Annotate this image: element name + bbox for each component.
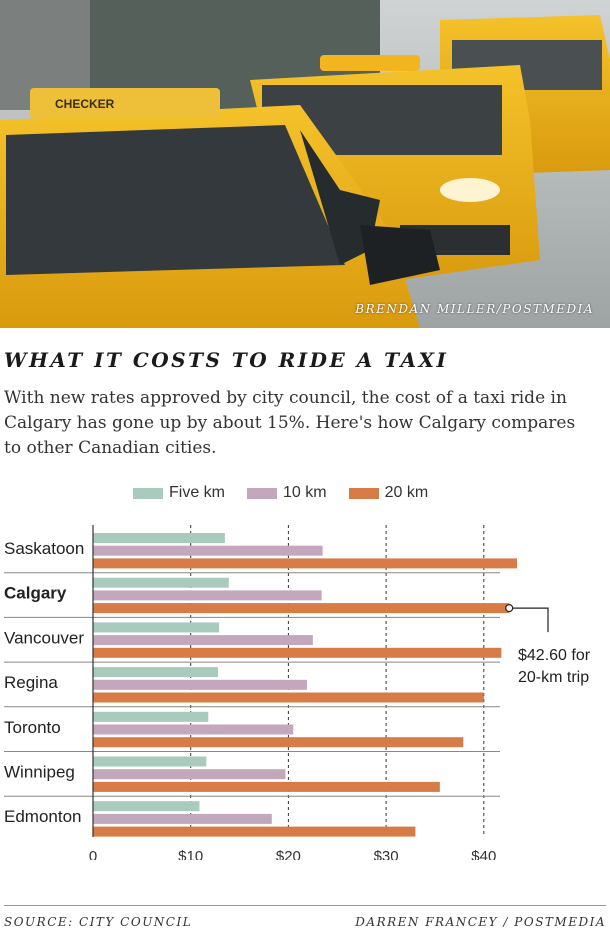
legend-label-five-km: Five km [169,484,225,501]
bar-winnipeg-five-km [93,756,207,767]
x-tick-label: $40 [471,848,496,860]
annotation-text-line1: $42.60 for [518,647,591,664]
bar-vancouver-five-km [93,622,220,633]
annotation-leader-line [509,607,549,633]
bar-regina-20-km [93,692,484,703]
bar-saskatoon-10-km [93,545,323,556]
legend-item-ten-km: 10 km [247,484,327,502]
bar-regina-five-km [93,667,219,678]
legend-swatch-twenty-km [348,487,379,499]
x-tick-label: $30 [374,848,399,860]
legend-item-twenty-km: 20 km [348,484,429,502]
taxi-photo-illustration: CHECKER [0,0,610,328]
legend-swatch-five-km [133,487,163,499]
x-tick-label: 0 [89,848,97,860]
bar-saskatoon-20-km [93,558,518,569]
bar-edmonton-five-km [93,801,200,812]
taxi-sign-text: CHECKER [55,97,115,111]
bar-edmonton-10-km [93,813,272,824]
legend-label-ten-km: 10 km [283,484,327,501]
bar-winnipeg-10-km [93,769,286,780]
intro-text: With new rates approved by city council,… [4,388,576,458]
category-label: Toronto [4,718,61,737]
annotation-text-line2: 20-km trip [518,669,589,686]
x-tick-label: $10 [178,848,203,860]
bar-edmonton-20-km [93,826,416,837]
bar-winnipeg-20-km [93,781,440,792]
category-label: Edmonton [4,807,82,826]
headline: WHAT IT COSTS TO RIDE A TAXI [4,348,449,372]
category-label: Calgary [4,584,67,603]
category-label: Winnipeg [4,763,75,782]
bar-toronto-20-km [93,737,464,748]
source-credit: SOURCE: CITY COUNCIL [4,915,193,929]
bar-calgary-10-km [93,590,322,601]
chart-legend: Five km 10 km 20 km [133,484,428,502]
photo-credit: BRENDAN MILLER/POSTMEDIA [355,302,594,316]
category-label: Saskatoon [4,539,84,558]
bar-regina-10-km [93,679,307,690]
category-label: Vancouver [4,628,84,647]
bar-calgary-five-km [93,577,229,588]
bar-toronto-five-km [93,711,209,722]
bar-vancouver-20-km [93,647,502,658]
legend-label-twenty-km: 20 km [384,484,429,501]
category-label: Regina [4,673,58,692]
graphic-byline: DARREN FRANCEY / POSTMEDIA [355,915,606,929]
bar-toronto-10-km [93,724,294,735]
legend-item-five-km: Five km [133,484,225,502]
bar-vancouver-10-km [93,635,313,646]
legend-swatch-ten-km [247,487,277,499]
bar-chart: Saskatoon Calgary Vancouver Regina Toronto Wi… [4,525,591,860]
annotation-marker [505,603,514,613]
x-tick-label: $20 [276,848,301,860]
footer-divider [4,905,606,906]
bar-saskatoon-five-km [93,533,225,543]
taxi-photo: CHECKER BRENDAN MILLER/POSTMEDIA [0,0,610,328]
bar-calgary-20-km [93,603,510,614]
